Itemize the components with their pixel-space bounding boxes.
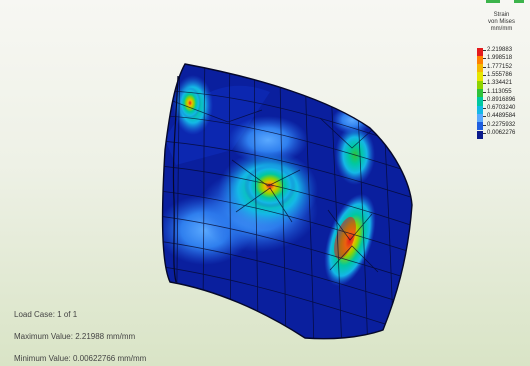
legend-swatch: [477, 113, 483, 123]
legend-swatch: [477, 130, 483, 139]
strain-hotspot: [179, 87, 201, 119]
legend-swatch: [477, 47, 483, 56]
legend-tick: [483, 66, 486, 68]
legend-tick: [483, 116, 486, 118]
legend-title-units: mm/mm: [490, 26, 513, 32]
legend-value: 0.8916896: [487, 96, 516, 103]
legend-value: 1.113055: [487, 88, 512, 95]
toolbar-accent-mark: [486, 0, 500, 3]
legend-value: 1.777152: [487, 63, 513, 70]
legend-swatch: [477, 122, 483, 131]
maximum-value-label: Maximum Value: 2.21988 mm/mm: [14, 332, 136, 341]
legend-swatch: [477, 97, 483, 106]
legend-swatch: [477, 89, 483, 98]
legend-value: 0.6703240: [487, 105, 516, 112]
legend-value: 2.219883: [487, 47, 513, 53]
legend-tick: [483, 91, 486, 93]
legend-tick: [483, 133, 486, 134]
legend-tick: [483, 124, 486, 126]
legend-swatch: [477, 105, 483, 114]
legend-value: 0.0062276: [487, 130, 516, 136]
legend-value: 1.334421: [487, 80, 513, 87]
strain-region-cool: [228, 116, 308, 164]
legend-value: 1.555786: [487, 71, 513, 78]
legend-tick: [483, 74, 486, 76]
legend-swatch: [477, 80, 483, 89]
legend-swatch: [477, 72, 483, 81]
legend-swatch: [477, 64, 483, 73]
legend-tick: [483, 108, 486, 110]
legend-title-von-mises: von Mises: [487, 19, 515, 25]
part-edge: [172, 75, 179, 283]
legend-tick: [483, 58, 486, 60]
toolbar-accent-mark: [514, 0, 524, 3]
load-case-label: Load Case: 1 of 1: [14, 310, 78, 319]
legend-tick: [483, 83, 486, 85]
strain-peak: [334, 216, 356, 260]
legend-tick: [483, 99, 486, 101]
legend-tick: [483, 50, 486, 51]
minimum-value-label: Minimum Value: 0.00622766 mm/mm: [14, 354, 147, 363]
part-outline: [161, 63, 413, 340]
legend-title-strain: Strain: [493, 12, 510, 18]
legend-value: 0.2275932: [487, 121, 516, 128]
strain-hotspot: [244, 164, 296, 208]
legend-value: 0.4489584: [487, 113, 516, 120]
legend-swatch: [477, 55, 483, 65]
legend-value: 1.998518: [487, 55, 513, 62]
